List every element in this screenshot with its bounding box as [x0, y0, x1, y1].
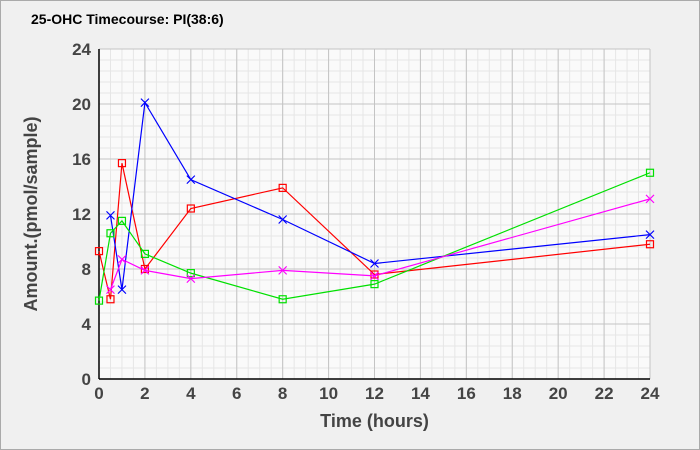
data-point-red: [94, 247, 104, 256]
data-point-magenta: [370, 271, 379, 281]
data-point-green: [94, 296, 104, 305]
data-point-red: [117, 159, 127, 168]
x-tick-label: 2: [140, 384, 149, 403]
y-tick-label: 8: [82, 260, 91, 279]
y-tick-label: 4: [82, 315, 92, 334]
data-point-blue: [370, 259, 379, 268]
data-point-green: [645, 168, 655, 177]
x-tick-label: 6: [232, 384, 241, 403]
data-point-green: [186, 269, 195, 278]
y-tick-label: 16: [72, 150, 91, 169]
x-tick-label: 8: [278, 384, 287, 403]
data-point-magenta: [645, 194, 655, 204]
x-tick-label: 0: [94, 384, 103, 403]
y-tick-label: 20: [72, 95, 91, 114]
x-tick-label: 16: [457, 384, 476, 403]
data-point-green: [278, 295, 287, 304]
x-tick-label: 14: [411, 384, 430, 403]
x-tick-label: 12: [365, 384, 384, 403]
data-point-red: [106, 295, 115, 304]
x-axis-label: Time (hours): [320, 411, 429, 431]
x-tick-label: 10: [319, 384, 338, 403]
data-point-blue: [106, 210, 115, 220]
series-line-green: [98, 172, 651, 301]
data-point-blue: [278, 215, 288, 224]
data-point-red: [278, 183, 287, 192]
x-tick-label: 22: [595, 384, 614, 403]
data-point-red: [186, 204, 195, 213]
chart-title: 25-OHC Timecourse: PI(38:6): [31, 11, 224, 27]
y-tick-label: 12: [72, 205, 91, 224]
data-point-magenta: [106, 285, 115, 295]
x-tick-label: 20: [549, 384, 568, 403]
x-tick-label: 24: [641, 384, 660, 403]
data-point-magenta: [140, 265, 150, 275]
data-point-magenta: [186, 274, 196, 284]
data-point-magenta: [278, 265, 288, 275]
data-point-green: [117, 216, 127, 225]
y-axis-label: Amount.(pmol/sample): [21, 116, 41, 311]
data-point-green: [370, 280, 379, 289]
data-point-red: [645, 240, 655, 249]
series-line-red: [98, 162, 651, 300]
data-point-magenta: [117, 254, 127, 264]
data-point-blue: [117, 285, 127, 295]
x-tick-label: 4: [186, 384, 196, 403]
data-point-green: [106, 229, 115, 238]
y-tick-label: 24: [72, 40, 91, 59]
x-tick-label: 18: [503, 384, 522, 403]
data-point-blue: [645, 230, 655, 240]
data-point-blue: [186, 175, 196, 185]
data-point-blue: [140, 98, 150, 108]
y-tick-label: 0: [82, 370, 91, 389]
data-point-green: [140, 249, 150, 258]
